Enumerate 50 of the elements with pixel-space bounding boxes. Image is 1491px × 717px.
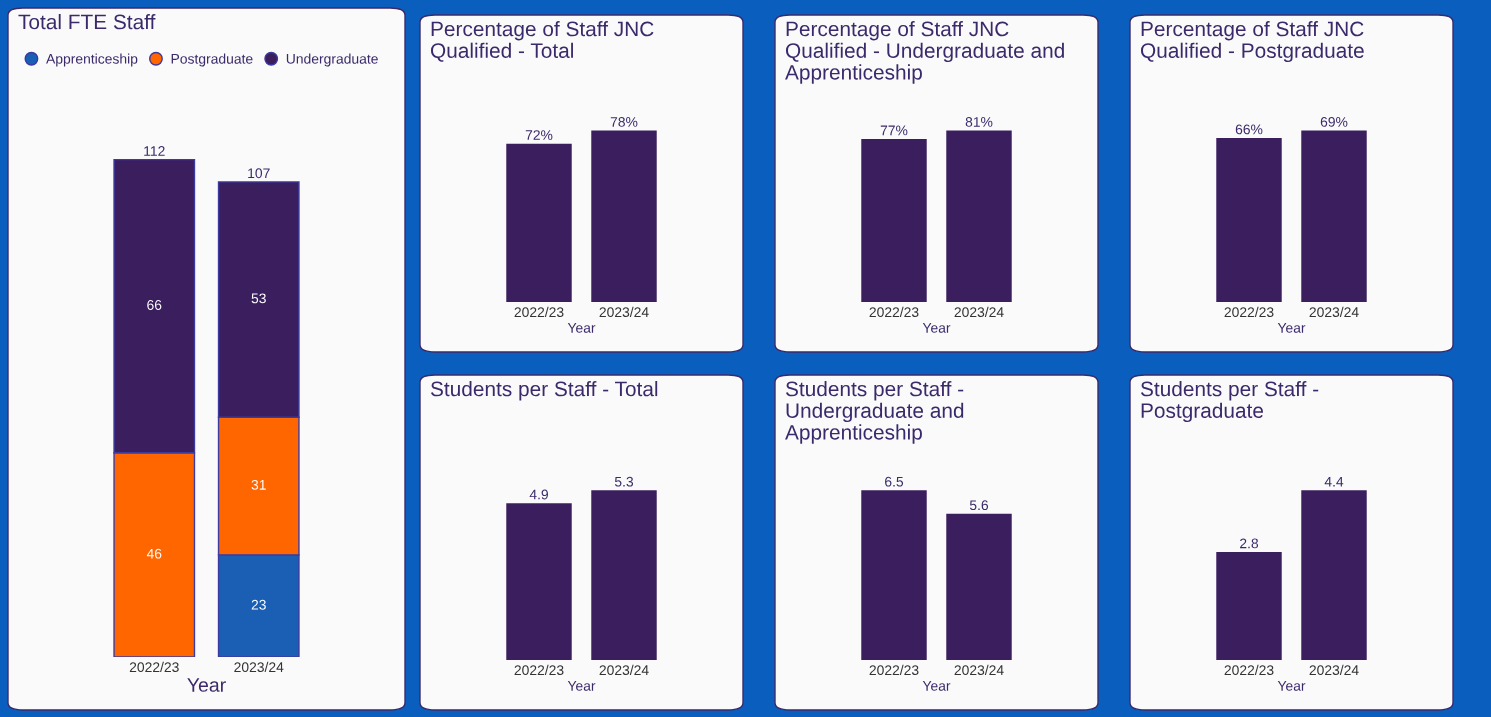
x-tick-label: 2022/23 <box>1224 306 1274 318</box>
x-tick-label: 2023/24 <box>599 306 649 318</box>
x-tick-label: 2023/24 <box>234 661 284 673</box>
x-tick-label: 2022/23 <box>129 661 179 673</box>
x-tick-label: 2022/23 <box>514 664 564 676</box>
data-label: 31 <box>251 479 266 490</box>
x-tick-label: 2022/23 <box>869 306 919 318</box>
x-axis-title: Year <box>1277 323 1306 333</box>
data-label: 23 <box>251 599 266 610</box>
x-axis-title: Year <box>1277 681 1306 691</box>
chart-title: Total FTE Staff <box>18 14 156 30</box>
legend-label: Apprenticeship <box>46 53 138 67</box>
total-label: 112 <box>144 146 165 156</box>
data-label: 5.3 <box>614 476 634 487</box>
data-label: 4.4 <box>1324 476 1344 487</box>
x-tick-label: 2023/24 <box>954 664 1004 676</box>
x-axis-title: Year <box>922 323 951 333</box>
chart-title: Students per Staff - Undergraduate and Apprenticeship <box>785 381 964 444</box>
x-axis-title: Year <box>187 678 226 692</box>
legend-label: Undergraduate <box>286 53 378 67</box>
data-label: 81% <box>965 116 993 127</box>
data-label: 78% <box>610 116 638 127</box>
x-tick-label: 2023/24 <box>1309 306 1359 318</box>
data-label: 4.9 <box>529 489 548 500</box>
chart-title: Percentage of Staff JNC Qualified - Undergraduate and Apprenticeship <box>785 21 1064 84</box>
data-label: 66 <box>147 300 162 310</box>
chart-title: Students per Staff - Total <box>430 381 658 401</box>
data-label: 72% <box>525 130 553 140</box>
data-label: 66% <box>1235 124 1263 135</box>
x-axis-title: Year <box>567 681 596 691</box>
x-axis-title: Year <box>922 681 951 691</box>
x-tick-label: 2022/23 <box>1224 664 1274 676</box>
chart-title: Students per Staff - Postgraduate <box>1140 381 1319 423</box>
data-label: 77% <box>880 125 908 136</box>
x-axis-title: Year <box>567 323 596 333</box>
chart-title: Percentage of Staff JNC Qualified - Total <box>430 21 654 62</box>
legend-label: Postgraduate <box>171 53 253 67</box>
data-label: 2.8 <box>1240 538 1259 549</box>
data-label: 46 <box>146 548 162 559</box>
x-tick-label: 2023/24 <box>1309 664 1359 676</box>
data-label: 69% <box>1320 116 1348 127</box>
x-tick-label: 2023/24 <box>599 664 649 676</box>
x-tick-label: 2022/23 <box>514 306 564 318</box>
data-label: 6.5 <box>885 476 904 487</box>
chart-title: Percentage of Staff JNC Qualified - Postgraduate <box>1140 21 1364 63</box>
data-label: 5.6 <box>969 500 989 511</box>
total-label: 107 <box>248 168 270 179</box>
data-label: 53 <box>251 293 266 304</box>
x-tick-label: 2023/24 <box>954 306 1004 318</box>
x-tick-label: 2022/23 <box>869 664 919 676</box>
